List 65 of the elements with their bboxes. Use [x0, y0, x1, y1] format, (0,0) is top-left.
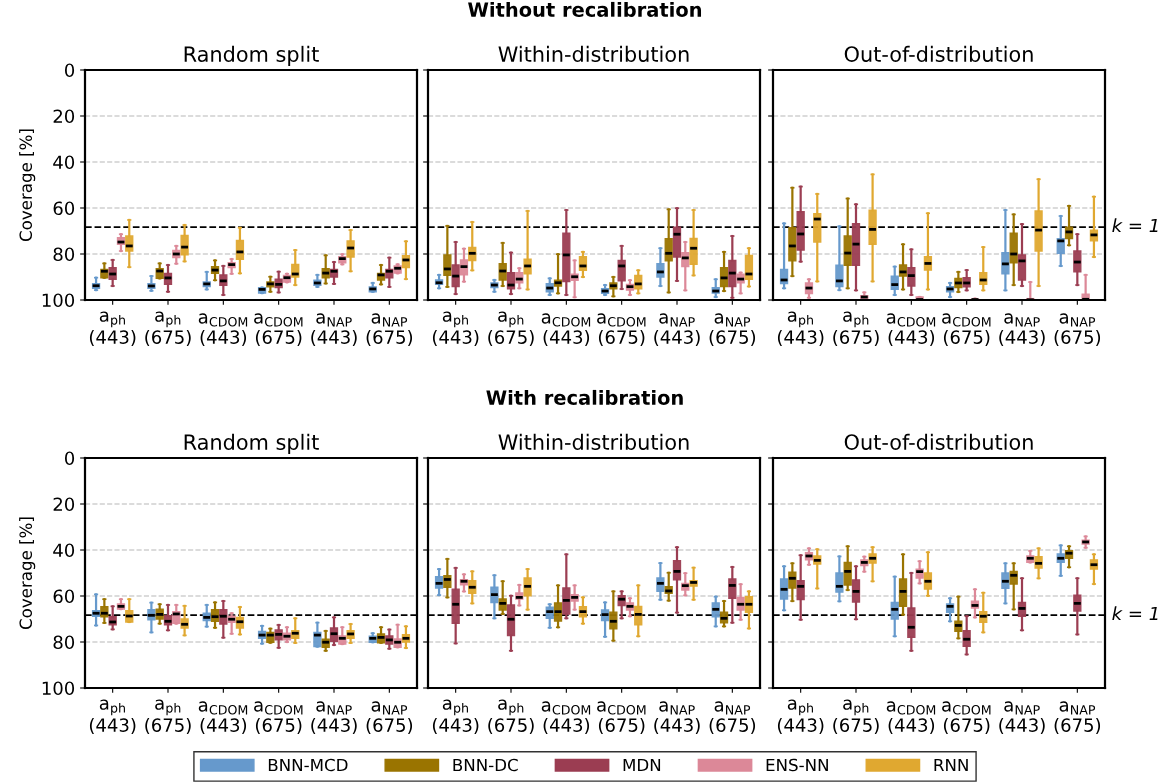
x-tick-label: a$_{NAP}$ (675) — [1054, 313, 1101, 347]
x-tick-label: a$_{ph}$ (675) — [833, 311, 879, 347]
legend-label: MDN — [623, 758, 661, 772]
x-tick-label: a$_{NAP}$ (443) — [999, 701, 1045, 735]
x-tick-label: a$_{ph}$ (675) — [488, 699, 534, 735]
legend-label: BNN-DC — [453, 758, 518, 772]
y-tick-label: 0 — [64, 451, 75, 466]
x-tick-label: a$_{CDOM}$ (675) — [597, 701, 646, 735]
x-tick-label: a$_{CDOM}$ (443) — [886, 313, 936, 347]
chart-title: Within-distribution — [498, 45, 689, 62]
x-tick-label: a$_{ph}$ (443) — [432, 311, 479, 347]
legend-label: RNN — [934, 758, 968, 772]
x-tick-label: a$_{ph}$ (443) — [777, 311, 824, 347]
legend-label: ENS-NN — [766, 758, 828, 772]
y-tick-label: 40 — [53, 155, 75, 170]
text: With recalibration — [486, 389, 683, 405]
y-tick-label: 20 — [53, 109, 75, 124]
chart-title: Random split — [184, 45, 319, 66]
x-tick-label: a$_{NAP}$ (675) — [709, 313, 756, 347]
y-axis-title: Coverage [%] — [19, 517, 36, 630]
chart-title: Within-distribution — [498, 433, 689, 450]
x-tick-label: a$_{ph}$ (675) — [488, 311, 534, 347]
x-tick-label: a$_{NAP}$ (675) — [709, 701, 756, 735]
x-tick-label: a$_{NAP}$ (675) — [366, 701, 413, 735]
x-tick-label: a$_{CDOM}$ (675) — [254, 313, 303, 347]
x-tick-label: a$_{CDOM}$ (443) — [886, 701, 936, 735]
x-tick-label: a$_{CDOM}$ (443) — [541, 701, 591, 735]
x-tick-label: a$_{ph}$ (443) — [777, 699, 824, 735]
chart-title: Out-of-distribution — [844, 433, 1033, 450]
y-tick-label: 60 — [53, 201, 75, 216]
y-tick-label: 80 — [53, 635, 75, 650]
x-tick-label: a$_{NAP}$ (443) — [654, 313, 700, 347]
x-tick-label: a$_{CDOM}$ (443) — [541, 313, 591, 347]
y-axis-title: Coverage [%] — [19, 129, 36, 242]
x-tick-label: a$_{NAP}$ (443) — [999, 313, 1045, 347]
chart-title: Out-of-distribution — [844, 45, 1033, 62]
x-tick-label: a$_{CDOM}$ (443) — [198, 701, 248, 735]
x-tick-label: a$_{ph}$ (443) — [89, 311, 136, 347]
x-tick-label: a$_{CDOM}$ (443) — [198, 313, 248, 347]
y-tick-label: 40 — [53, 543, 75, 558]
y-tick-label: 60 — [53, 589, 75, 604]
x-tick-label: a$_{ph}$ (443) — [432, 699, 479, 735]
x-tick-label: a$_{ph}$ (443) — [89, 699, 136, 735]
x-tick-label: a$_{NAP}$ (675) — [366, 313, 413, 347]
y-tick-label: 0 — [64, 63, 75, 78]
x-tick-label: a$_{CDOM}$ (675) — [254, 701, 303, 735]
text: k = 1 — [1112, 606, 1158, 621]
y-tick-label: 100 — [42, 293, 75, 308]
x-tick-label: a$_{CDOM}$ (675) — [597, 313, 646, 347]
text: k = 1 — [1112, 218, 1158, 233]
x-tick-label: a$_{ph}$ (675) — [145, 311, 191, 347]
x-tick-label: a$_{CDOM}$ (675) — [942, 313, 991, 347]
x-tick-label: a$_{NAP}$ (443) — [654, 701, 700, 735]
x-tick-label: a$_{NAP}$ (675) — [1054, 701, 1101, 735]
x-tick-label: a$_{NAP}$ (443) — [311, 701, 357, 735]
x-tick-label: a$_{ph}$ (675) — [145, 699, 191, 735]
chart-title: Random split — [184, 433, 319, 454]
x-tick-label: a$_{ph}$ (675) — [833, 699, 879, 735]
x-tick-label: a$_{NAP}$ (443) — [311, 313, 357, 347]
text: Without recalibration — [468, 1, 702, 17]
x-tick-label: a$_{CDOM}$ (675) — [942, 701, 991, 735]
legend-label: BNN-MCD — [268, 758, 348, 772]
y-tick-label: 80 — [53, 247, 75, 262]
y-tick-label: 20 — [53, 497, 75, 512]
y-tick-label: 100 — [42, 681, 75, 696]
